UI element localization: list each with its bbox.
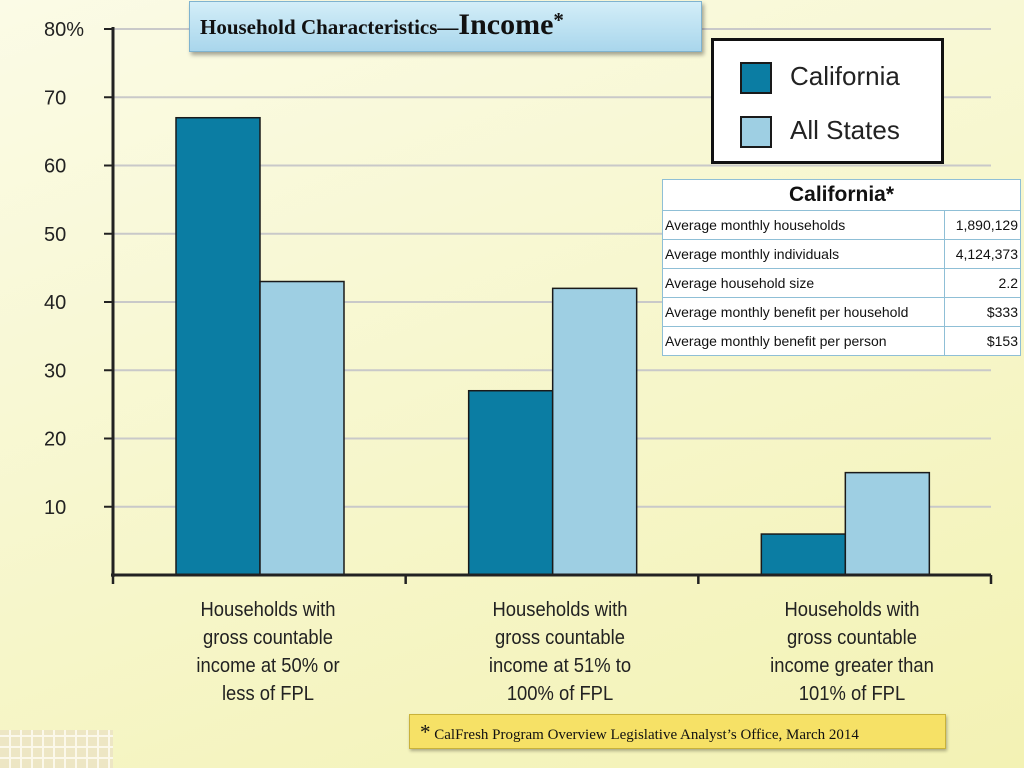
table-row-label: Average household size bbox=[662, 268, 945, 298]
table-row-value: 4,124,373 bbox=[943, 239, 1022, 269]
table-row: Average household size 2.2 bbox=[662, 268, 1022, 298]
y-tick-label: 70 bbox=[44, 87, 66, 109]
table-row: Average monthly individuals 4,124,373 bbox=[662, 239, 1022, 269]
bar-all-states-2 bbox=[551, 287, 638, 576]
bar-all-states-1 bbox=[259, 280, 345, 576]
california-stats-table: California* Average monthly households 1… bbox=[662, 179, 1022, 356]
bar-california-1 bbox=[175, 116, 261, 576]
bar-california-3 bbox=[760, 533, 847, 576]
bar-all-states-3 bbox=[844, 471, 931, 576]
table-row-value: $333 bbox=[943, 297, 1022, 327]
title-income: Income bbox=[458, 8, 554, 41]
y-tick-label: 60 bbox=[44, 156, 66, 178]
legend-swatch-california bbox=[740, 62, 772, 94]
table-row-label: Average monthly benefit per household bbox=[662, 297, 945, 327]
table-row: Average monthly benefit per person $153 bbox=[662, 326, 1022, 356]
y-tick-label: 10 bbox=[44, 497, 66, 519]
category-label-2: Households with gross countable income a… bbox=[488, 599, 632, 705]
bar-california-2 bbox=[467, 389, 554, 576]
table-header-row: California* bbox=[662, 179, 1021, 211]
y-tick-label: 80% bbox=[44, 19, 84, 41]
y-tick-label: 40 bbox=[44, 292, 66, 314]
category-label-1: Households with gross countable income a… bbox=[196, 599, 340, 705]
table-row: Average monthly benefit per household $3… bbox=[662, 297, 1022, 327]
category-label-3: Households with gross countable income g… bbox=[770, 599, 934, 705]
y-tick-label: 30 bbox=[44, 360, 66, 382]
title-asterisk: * bbox=[553, 8, 564, 32]
table-header: California* bbox=[662, 179, 1021, 211]
legend: California All States bbox=[711, 38, 944, 164]
table-row-value: $153 bbox=[943, 326, 1022, 356]
y-tick-label: 50 bbox=[44, 224, 66, 246]
table-row: Average monthly households 1,890,129 bbox=[662, 210, 1022, 240]
table-row-value: 1,890,129 bbox=[943, 210, 1022, 240]
legend-label-all-states: All States bbox=[790, 115, 900, 145]
source-asterisk: * bbox=[420, 720, 431, 744]
table-row-value: 2.2 bbox=[943, 268, 1022, 298]
table-row-label: Average monthly benefit per person bbox=[662, 326, 945, 356]
legend-label-california: California bbox=[790, 61, 900, 91]
legend-swatch-all-states bbox=[740, 116, 772, 148]
source-note: * CalFresh Program Overview Legislative … bbox=[409, 714, 946, 749]
table-row-label: Average monthly individuals bbox=[662, 239, 945, 269]
y-tick-label: 20 bbox=[44, 429, 66, 451]
table-row-label: Average monthly households bbox=[662, 210, 945, 240]
decorative-tile-pattern bbox=[0, 730, 113, 768]
title-main: Household Characteristics— bbox=[200, 15, 459, 39]
source-text: CalFresh Program Overview Legislative An… bbox=[430, 727, 859, 743]
chart-title: Household Characteristics—Income* bbox=[189, 1, 702, 52]
